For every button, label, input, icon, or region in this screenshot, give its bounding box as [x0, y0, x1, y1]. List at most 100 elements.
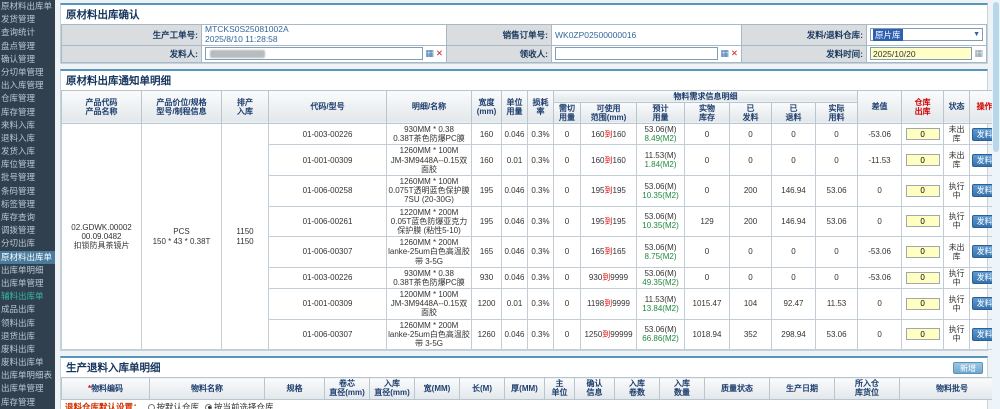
sidebar-item[interactable]: 批号管理 [1, 172, 36, 183]
sidebar-item[interactable]: 盘点管理 [1, 40, 36, 51]
sidebar-item[interactable]: 确认管理 [1, 53, 36, 64]
spec-line: PCS [173, 227, 190, 237]
issue-button[interactable]: 发料 [971, 184, 998, 198]
warehouse-out-input[interactable] [905, 328, 940, 341]
work-order-datetime: 2025/8/10 11:28:58 [205, 33, 278, 44]
sidebar-item[interactable]: 出库单管理 [1, 383, 44, 394]
cell-actual-usage: 11.53 [814, 288, 859, 320]
clear-icon[interactable]: ✕ [730, 48, 738, 59]
add-button[interactable]: 新增 [953, 361, 983, 374]
column-header: 仓库 出库 [901, 89, 945, 125]
warehouse-out-input[interactable] [905, 128, 940, 141]
detail-table-header: 产品代码 产品名称 产品价位/规格 型号/制程信息 排产 入库 代码/型号 明细/名称宽… [61, 89, 1000, 125]
cell-unit-usage: 0.046 [501, 236, 528, 268]
cell-difference: -53.06 [857, 123, 903, 146]
user-picker-icon[interactable]: ▦ [720, 48, 729, 59]
sidebar-item[interactable]: 辅料出库单 [1, 291, 44, 302]
warehouse-selected-value: 原片库 [873, 28, 903, 41]
sidebar-item[interactable]: 原材料出库单 [1, 1, 53, 11]
column-header: 产品代码 产品名称 [61, 89, 142, 125]
clear-icon[interactable]: ✕ [435, 48, 443, 59]
range-separator: 到 [604, 186, 613, 196]
warehouse-out-input[interactable] [905, 154, 940, 167]
detail-table-body: 02.GDWK.00002 00.09.0482 扣锁防具茶镜片 PCS 150 * 4… [61, 123, 1000, 351]
cell-material-code: 01-001-00309 [268, 288, 387, 320]
column-group-header: 物料需求信息明细 [552, 89, 859, 103]
cell-difference: 0 [857, 318, 903, 351]
sidebar-item[interactable]: 分切出库 [1, 238, 36, 249]
warehouse-out-input[interactable] [905, 184, 940, 197]
issue-button[interactable]: 发料 [971, 214, 998, 228]
sidebar-item[interactable]: 库存管理 [1, 396, 36, 407]
sidebar-item[interactable]: 出库单管理 [1, 277, 44, 288]
cell-actual-usage: 0 [814, 144, 859, 177]
range-separator: 到 [604, 129, 613, 139]
sidebar-item[interactable]: 条码管理 [1, 185, 36, 196]
cell-plan-qty: 1150 1150 [221, 123, 269, 351]
sidebar-item[interactable]: 发货入库 [1, 146, 36, 157]
sidebar-item[interactable]: 分切单管理 [1, 66, 44, 77]
scrollbar-thumb[interactable] [993, 2, 999, 152]
sidebar-item[interactable]: 废料出库 [1, 343, 36, 354]
column-header: 物料名称 [149, 377, 265, 400]
range-to: 9999 [610, 273, 629, 283]
warehouse-out-input[interactable] [905, 271, 940, 284]
status-badge: 执行中 [943, 318, 971, 351]
sidebar-item[interactable]: 库存管理 [1, 106, 36, 117]
issue-button[interactable]: 发料 [971, 127, 998, 141]
sidebar-item[interactable]: 出库单明细 [1, 264, 44, 275]
cell-actual-usage: 0 [814, 123, 859, 146]
sales-order-value: WK0ZP02500000016 [551, 24, 742, 46]
sidebar-item[interactable]: 出入库管理 [1, 80, 44, 91]
sidebar-item[interactable]: 成品出库 [1, 304, 36, 315]
sidebar-item[interactable]: 领料出库 [1, 317, 36, 328]
warehouse-select[interactable]: 原片库 ▼ [870, 28, 983, 42]
cell-returned: 298.94 [771, 318, 816, 351]
cell-returned: 146.94 [771, 205, 816, 238]
sidebar-item[interactable]: 库位管理 [1, 159, 36, 170]
sidebar-item[interactable]: 仓库管理 [1, 93, 36, 104]
calendar-icon[interactable]: ▦ [974, 48, 983, 59]
cell-cut-qty: 0 [553, 205, 581, 238]
sidebar-item[interactable]: 退货出库 [1, 330, 36, 341]
work-order-label: 生产工单号: [61, 24, 202, 46]
sidebar-item[interactable]: 退料入库 [1, 132, 36, 143]
sidebar-item[interactable]: 原材料出库单 [0, 250, 55, 264]
radio-button[interactable] [147, 403, 155, 409]
sidebar-item[interactable]: 出库单明细表 [1, 370, 53, 381]
sidebar-item[interactable]: 发货管理 [1, 14, 36, 25]
receiver-input[interactable] [555, 47, 719, 61]
sidebar-item[interactable]: 库存查询 [1, 212, 36, 222]
warehouse-out-input[interactable] [905, 215, 940, 228]
status-badge: 未出库 [943, 236, 971, 268]
warehouse-out-input[interactable] [905, 297, 940, 310]
cell-warehouse-out [901, 318, 945, 351]
issuer-input[interactable] [205, 47, 424, 61]
cell-difference: 0 [857, 175, 903, 207]
cell-material-name: 1260MM * 100M JM-3M9448A--0.15双面胶 [386, 144, 472, 177]
radio-button[interactable] [205, 403, 213, 409]
cell-width: 195 [471, 205, 502, 238]
cell-loss-rate: 0.3% [527, 123, 554, 146]
column-header: 入库 数量 [659, 377, 705, 400]
vertical-scrollbar[interactable] [992, 0, 1000, 409]
sidebar-item[interactable]: 标签管理 [1, 198, 36, 209]
user-picker-icon[interactable]: ▦ [425, 48, 434, 59]
issue-time-input[interactable]: 2025/10/20 [870, 47, 973, 61]
cell-warehouse-out [901, 236, 945, 268]
cell-estimated-usage: 53.06(M) 8.75(M2) [636, 236, 685, 268]
cell-estimated-usage: 11.53(M) 1.84(M2) [636, 144, 685, 177]
cell-issued: 0 [729, 123, 772, 146]
cell-product: 02.GDWK.00002 00.09.0482 扣锁防具茶镜片 [61, 123, 142, 351]
est-area: 66.86(M2) [642, 334, 679, 344]
cell-issued: 0 [729, 236, 772, 268]
sidebar-item[interactable]: 来料入库 [1, 119, 36, 130]
column-header: 可使用 范围(mm) [580, 101, 637, 125]
sidebar-item[interactable]: 废料出库单 [1, 357, 44, 368]
cell-usable-range: 1250到99999 [580, 318, 637, 351]
sidebar-item[interactable]: 查询统计 [1, 27, 36, 38]
detail-panel-title: 原材料出库通知单明细 [66, 74, 171, 87]
warehouse-out-input[interactable] [905, 245, 940, 258]
sidebar-item[interactable]: 调拨管理 [1, 225, 36, 236]
receiver-label: 领收人: [446, 44, 552, 63]
